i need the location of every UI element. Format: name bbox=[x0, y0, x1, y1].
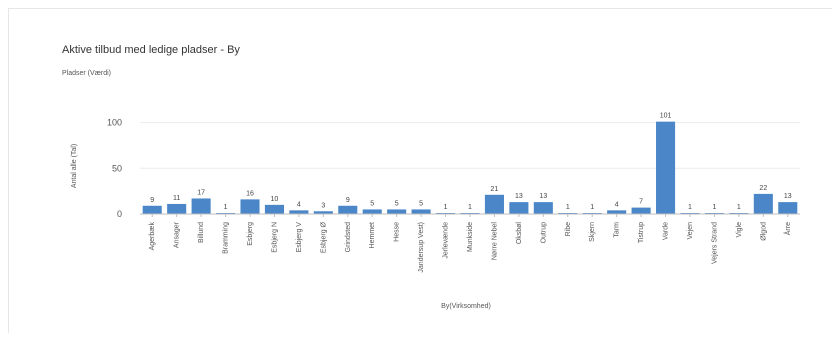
x-tick-label: Ansager bbox=[174, 221, 181, 248]
x-tick-label: Jerlevænde bbox=[443, 222, 450, 259]
data-label: 101 bbox=[660, 113, 672, 120]
y-axis-label: Antal alle (Tal) bbox=[71, 144, 78, 188]
data-label: 1 bbox=[590, 204, 594, 211]
data-label: 1 bbox=[468, 204, 472, 211]
data-label: 22 bbox=[759, 185, 767, 192]
y-tick-label: 100 bbox=[107, 118, 122, 128]
y-tick-label: 50 bbox=[112, 163, 122, 173]
x-tick-label: Outrup bbox=[540, 222, 547, 244]
x-tick-label: Tarm bbox=[614, 222, 621, 238]
bar[interactable] bbox=[753, 193, 773, 214]
bar[interactable] bbox=[509, 202, 529, 214]
bar[interactable] bbox=[240, 199, 260, 214]
bar[interactable] bbox=[338, 205, 358, 214]
x-axis-ticks: Agerbæk Ansager Billund Bramming Esbjerg Esbj… bbox=[149, 214, 792, 273]
data-label: 9 bbox=[150, 197, 154, 204]
bar[interactable] bbox=[607, 210, 627, 214]
x-tick-label: Varde bbox=[663, 222, 670, 240]
data-label: 4 bbox=[297, 201, 301, 208]
bar[interactable] bbox=[191, 198, 211, 214]
bar[interactable] bbox=[656, 121, 676, 214]
x-tick-label: Hemmet bbox=[369, 222, 376, 249]
bars bbox=[142, 121, 798, 214]
data-label: 13 bbox=[539, 193, 547, 200]
data-label: 4 bbox=[615, 201, 619, 208]
x-tick-label: Agerbæk bbox=[149, 222, 156, 251]
x-tick-label: Munkside bbox=[467, 222, 474, 252]
chart-subtitle: Pladser (Værdi) bbox=[62, 70, 112, 77]
x-axis-label: By(Virksomhed) bbox=[441, 303, 491, 310]
x-tick-label: Esbjerg Ø bbox=[320, 221, 327, 253]
x-tick-label: Ølgod bbox=[760, 222, 767, 241]
data-label: 1 bbox=[688, 204, 692, 211]
bar[interactable] bbox=[533, 202, 553, 214]
y-axis-ticks: 0 50 100 bbox=[107, 118, 122, 219]
data-label: 17 bbox=[197, 189, 205, 196]
bar[interactable] bbox=[778, 202, 798, 214]
grid-lines bbox=[140, 122, 800, 169]
data-label: 13 bbox=[784, 193, 792, 200]
x-tick-label: Skjern bbox=[589, 222, 596, 242]
bar[interactable] bbox=[264, 204, 284, 214]
chart-frame bbox=[8, 8, 832, 333]
data-label: 16 bbox=[246, 190, 254, 197]
bar[interactable] bbox=[362, 209, 382, 214]
data-label: 5 bbox=[419, 200, 423, 207]
data-label: 1 bbox=[224, 204, 228, 211]
data-label: 13 bbox=[515, 193, 523, 200]
bar[interactable] bbox=[411, 209, 431, 214]
bar[interactable] bbox=[313, 211, 333, 214]
x-tick-label: Nørre Nebel bbox=[491, 222, 498, 261]
x-tick-label: Esbjerg V bbox=[296, 222, 303, 253]
data-label: 3 bbox=[321, 202, 325, 209]
bar[interactable] bbox=[289, 210, 309, 214]
data-label: 10 bbox=[271, 196, 279, 203]
x-tick-label: Esbjerg bbox=[247, 222, 254, 246]
data-label: 7 bbox=[639, 199, 643, 206]
bar[interactable] bbox=[142, 205, 162, 214]
x-tick-label: Årre bbox=[783, 222, 792, 235]
data-label: 1 bbox=[566, 204, 570, 211]
data-label: 21 bbox=[491, 186, 499, 193]
x-tick-label: Vejers Strand bbox=[711, 222, 718, 264]
bar[interactable] bbox=[167, 203, 187, 214]
data-label: 1 bbox=[444, 204, 448, 211]
bar[interactable] bbox=[484, 194, 504, 214]
x-tick-label: Vejen bbox=[687, 222, 694, 240]
x-tick-label: Billund bbox=[198, 222, 205, 243]
chart-title: Aktive tilbud med ledige pladser - By bbox=[62, 44, 240, 56]
data-label: 1 bbox=[712, 204, 716, 211]
x-tick-label: Ribe bbox=[565, 222, 572, 237]
data-label: 11 bbox=[173, 195, 180, 202]
y-tick-label: 0 bbox=[117, 209, 122, 219]
data-label: 5 bbox=[395, 200, 399, 207]
bar[interactable] bbox=[631, 207, 651, 214]
x-tick-label: Oksbøl bbox=[516, 222, 523, 245]
data-label: 1 bbox=[737, 204, 741, 211]
x-tick-label: Jandersup Vest) bbox=[418, 222, 425, 273]
bar[interactable] bbox=[387, 209, 407, 214]
x-tick-label: Hesse bbox=[394, 222, 401, 242]
x-tick-label: Tistrup bbox=[638, 222, 645, 243]
x-tick-label: Esbjerg N bbox=[271, 222, 278, 253]
x-tick-label: Bramming bbox=[223, 222, 230, 254]
x-tick-label: Grindsted bbox=[345, 222, 352, 252]
data-label: 5 bbox=[370, 200, 374, 207]
x-tick-label: Vigle bbox=[736, 222, 743, 238]
data-label: 9 bbox=[346, 197, 350, 204]
